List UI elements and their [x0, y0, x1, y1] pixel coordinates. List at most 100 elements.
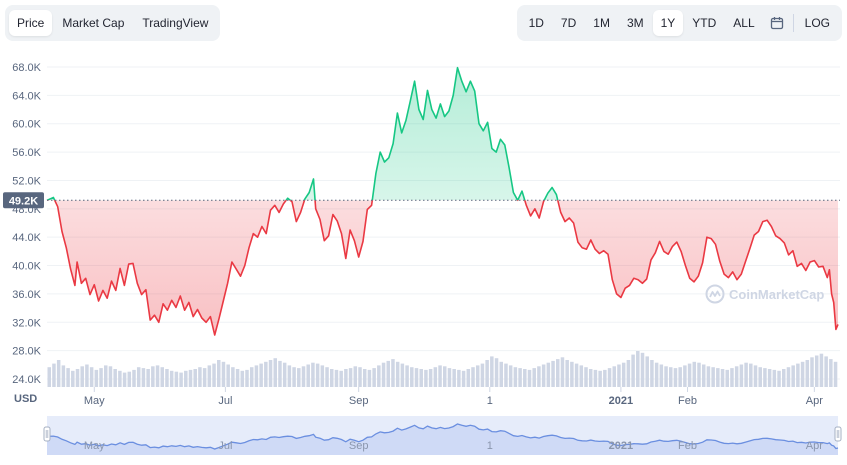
- volume-bar: [297, 368, 301, 387]
- volume-bar: [725, 369, 730, 387]
- volume-bar: [400, 363, 405, 387]
- volume-bar: [678, 367, 682, 387]
- volume-bar: [640, 352, 645, 387]
- volume-bar: [127, 371, 132, 387]
- volume-bar: [99, 368, 103, 387]
- volume-bar: [193, 369, 197, 387]
- price-line-up: [46, 66, 559, 201]
- volume-bar: [447, 368, 452, 387]
- navigator-left-handle[interactable]: [43, 426, 51, 442]
- navigator-right-handle[interactable]: [834, 426, 842, 442]
- range-3m-button[interactable]: 3M: [626, 16, 644, 30]
- volume-bar: [108, 366, 113, 387]
- volume-bar: [301, 366, 306, 387]
- reference-price: 49.2K: [3, 192, 840, 209]
- x-tick-label: Apr: [806, 395, 823, 407]
- volume-bar: [749, 363, 753, 387]
- y-tick-label: 24.0K: [12, 374, 41, 386]
- volume-bar: [344, 369, 348, 387]
- volume-bar: [730, 368, 734, 387]
- volume-bar: [428, 369, 433, 387]
- watermark-text: CoinMarketCap: [729, 286, 825, 302]
- volume-bar: [659, 364, 664, 387]
- volume-bar: [56, 360, 61, 387]
- volume-bar: [800, 361, 805, 387]
- log-scale-button[interactable]: LOG: [804, 16, 830, 30]
- range-selector: 1D 7D 1M 3M 1Y YTD ALL LOG: [516, 5, 842, 41]
- tab-tradingview[interactable]: TradingView: [142, 16, 209, 30]
- volume-bar: [320, 365, 325, 387]
- volume-bar: [499, 361, 504, 387]
- y-tick-label: 36.0K: [12, 289, 41, 301]
- volume-bar: [424, 369, 428, 387]
- calendar-button[interactable]: [764, 11, 790, 35]
- range-navigator[interactable]: May Jul Sep 1 2021 Feb Apr: [43, 416, 842, 455]
- volume-bar: [833, 361, 838, 387]
- area-below-reference: [54, 200, 838, 335]
- volume-bar: [202, 368, 207, 387]
- volume-bar: [306, 364, 310, 387]
- range-all-button[interactable]: ALL: [733, 16, 755, 30]
- volume-bar: [292, 367, 296, 387]
- currency-unit-label: USD: [14, 393, 38, 405]
- volume-bar: [221, 361, 226, 387]
- toolbar-divider: [792, 14, 794, 32]
- volume-bar: [198, 367, 202, 387]
- volume-bar: [626, 360, 631, 387]
- navigator-tick-label: Sep: [349, 440, 369, 452]
- volume-bar: [414, 368, 419, 387]
- range-ytd-button[interactable]: YTD: [692, 16, 717, 30]
- range-1m-button[interactable]: 1M: [593, 16, 610, 30]
- volume-bar: [701, 364, 706, 387]
- navigator-line: [46, 423, 839, 450]
- volume-bar: [315, 363, 320, 387]
- volume-bar: [264, 361, 268, 387]
- volume-bar: [551, 360, 555, 387]
- volume-bar: [155, 365, 160, 387]
- volume-bar: [720, 369, 725, 387]
- navigator-tick-label: May: [84, 440, 105, 452]
- volume-bar: [282, 362, 287, 387]
- range-1d-button[interactable]: 1D: [528, 16, 544, 30]
- y-tick-label: 56.0K: [12, 147, 41, 159]
- volume-bar: [311, 362, 315, 387]
- navigator-tick-label: 2021: [609, 440, 633, 452]
- reference-price-label: 49.2K: [9, 195, 38, 207]
- range-7d-button[interactable]: 7D: [560, 16, 577, 30]
- volume-bar: [480, 363, 485, 387]
- volume-bar: [621, 362, 626, 387]
- tab-market-cap[interactable]: Market Cap: [62, 16, 125, 30]
- range-1y-button[interactable]: 1Y: [652, 10, 684, 36]
- y-tick-label: 44.0K: [12, 232, 41, 244]
- volume-bar: [433, 367, 438, 387]
- volume-bar: [673, 368, 678, 387]
- y-tick-label: 60.0K: [12, 119, 41, 131]
- volume-bar: [395, 361, 400, 387]
- volume-bar: [391, 359, 395, 387]
- volume-bar: [490, 356, 494, 387]
- volume-bar: [523, 369, 527, 387]
- volume-bar: [537, 366, 541, 387]
- volume-bar: [231, 367, 235, 387]
- volume-bar: [184, 370, 188, 387]
- volume-bar: [692, 361, 697, 387]
- volume-bar: [245, 369, 249, 387]
- volume-bar: [791, 365, 795, 387]
- volume-bar: [287, 365, 292, 387]
- volume-bar: [598, 370, 602, 387]
- volume-bar: [330, 369, 334, 387]
- volume-bar: [687, 363, 692, 387]
- y-axis: 24.0K 28.0K 32.0K 36.0K 40.0K 44.0K 48.0K 52.0K…: [12, 62, 41, 386]
- volume-bar: [273, 358, 278, 387]
- reference-badge: [3, 192, 44, 209]
- volume-bar: [122, 372, 127, 387]
- volume-bar: [71, 370, 75, 387]
- volume-bar: [419, 369, 423, 387]
- volume-bar: [669, 367, 673, 387]
- volume-bar: [711, 367, 715, 387]
- volume-bar: [94, 369, 99, 387]
- volume-bar: [410, 367, 414, 387]
- calendar-icon: [770, 17, 783, 30]
- tab-price[interactable]: Price: [9, 10, 53, 36]
